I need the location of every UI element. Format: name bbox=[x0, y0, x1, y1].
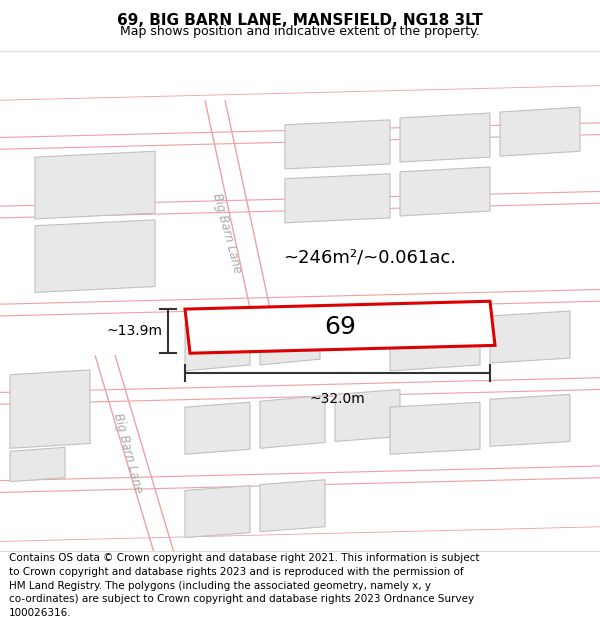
Polygon shape bbox=[285, 120, 390, 169]
Polygon shape bbox=[185, 402, 250, 454]
Polygon shape bbox=[390, 318, 480, 371]
Text: Map shows position and indicative extent of the property.: Map shows position and indicative extent… bbox=[120, 26, 480, 39]
Polygon shape bbox=[185, 318, 250, 371]
Polygon shape bbox=[335, 389, 400, 441]
Polygon shape bbox=[185, 486, 250, 538]
Text: ~32.0m: ~32.0m bbox=[310, 392, 365, 406]
Polygon shape bbox=[260, 479, 325, 532]
Text: Contains OS data © Crown copyright and database right 2021. This information is : Contains OS data © Crown copyright and d… bbox=[9, 554, 479, 618]
Polygon shape bbox=[10, 448, 65, 482]
Polygon shape bbox=[500, 107, 580, 156]
Polygon shape bbox=[260, 312, 320, 365]
Polygon shape bbox=[490, 394, 570, 446]
Polygon shape bbox=[400, 167, 490, 216]
Text: 69: 69 bbox=[324, 315, 356, 339]
Polygon shape bbox=[285, 174, 390, 223]
Polygon shape bbox=[400, 113, 490, 162]
Polygon shape bbox=[185, 301, 495, 353]
Polygon shape bbox=[390, 402, 480, 454]
Polygon shape bbox=[35, 220, 155, 292]
Text: ~13.9m: ~13.9m bbox=[107, 324, 163, 338]
Text: Big Barn Lane: Big Barn Lane bbox=[210, 191, 244, 274]
Polygon shape bbox=[490, 311, 570, 363]
Text: Big Barn Lane: Big Barn Lane bbox=[111, 412, 145, 494]
Text: ~246m²/~0.061ac.: ~246m²/~0.061ac. bbox=[284, 248, 457, 266]
Polygon shape bbox=[10, 370, 90, 448]
Polygon shape bbox=[35, 151, 155, 219]
Text: 69, BIG BARN LANE, MANSFIELD, NG18 3LT: 69, BIG BARN LANE, MANSFIELD, NG18 3LT bbox=[117, 12, 483, 28]
Polygon shape bbox=[260, 396, 325, 448]
